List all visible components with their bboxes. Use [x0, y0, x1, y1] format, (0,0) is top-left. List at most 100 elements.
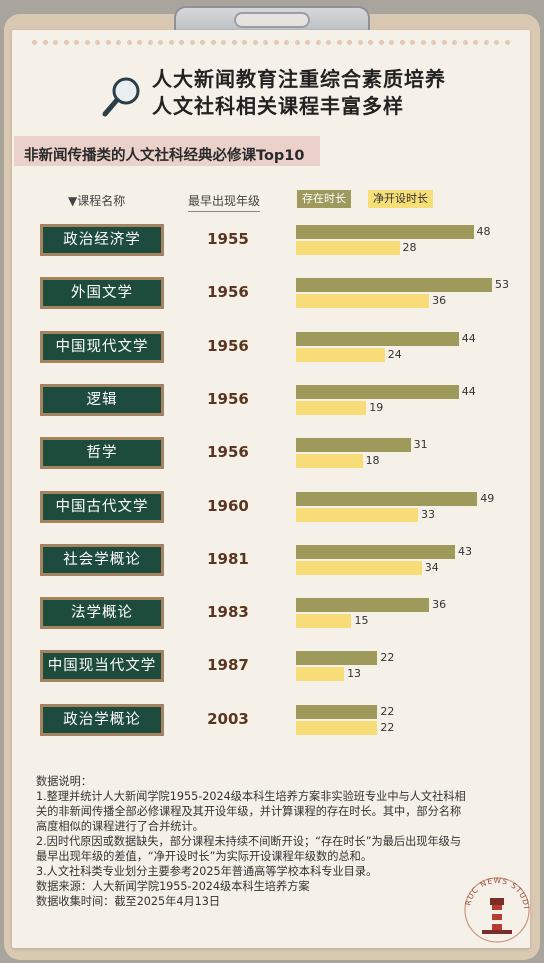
value-label-net: 28 — [402, 241, 417, 254]
course-label: 哲学 — [40, 437, 164, 470]
binding-dot — [221, 40, 226, 45]
value-label-net: 22 — [380, 720, 395, 734]
chart-row: 法学概论 1983 36 15 — [12, 597, 530, 647]
binding-dots — [32, 40, 510, 48]
course-label: 中国古代文学 — [40, 490, 164, 523]
bar-exist-duration — [296, 438, 411, 453]
magnifier-icon — [102, 77, 140, 117]
binding-dot — [252, 40, 258, 45]
bar-net-duration — [296, 667, 345, 682]
value-label-net: 13 — [347, 667, 362, 681]
value-label-exist: 22 — [380, 704, 395, 718]
first-year-label: 1987 — [207, 656, 249, 675]
binding-dot — [63, 40, 69, 45]
first-year-label: 1956 — [207, 283, 249, 302]
bar-net-duration — [296, 241, 400, 255]
subtitle-bar — [14, 136, 320, 166]
bar-net-duration — [296, 454, 363, 469]
binding-dot — [105, 40, 111, 45]
chart-row: 政治学概论 2003 22 22 — [12, 703, 530, 754]
binding-dot — [84, 40, 90, 45]
note-1: 1.整理并统计人大新闻学院1955-2024级本科生培养方案非实验班专业中与人文… — [36, 790, 466, 833]
bar-exist-duration — [296, 384, 459, 399]
bar-net-duration — [296, 720, 378, 735]
course-label: 中国现代文学 — [40, 330, 164, 363]
value-label-exist: 44 — [461, 331, 476, 345]
binding-dot — [483, 40, 489, 45]
bar-exist-duration — [296, 491, 478, 506]
binding-dot — [431, 40, 436, 45]
notes-heading: 数据说明： — [36, 775, 92, 788]
binding-dot — [441, 40, 447, 45]
data-notes: 数据说明： 1.整理并统计人大新闻学院1955-2024级本科生培养方案非实验班… — [36, 774, 466, 909]
binding-dot — [294, 40, 300, 45]
binding-dot — [242, 40, 247, 45]
course-label: 中国现当代文学 — [40, 650, 164, 683]
binding-dot — [399, 40, 405, 45]
binding-dot — [95, 40, 100, 45]
binding-dot — [357, 40, 363, 45]
chart-row: 政治经济学 1955 48 28 — [12, 224, 530, 274]
first-year-label: 1956 — [207, 336, 249, 355]
collection-time: 数据收集时间：截至2025年4月13日 — [36, 895, 221, 908]
value-label-net: 19 — [369, 400, 384, 414]
first-year-label: 1956 — [207, 389, 249, 408]
binding-dot — [42, 40, 48, 45]
bar-net-duration — [296, 507, 419, 522]
bar-exist-duration — [296, 544, 456, 559]
year-column-header: 最早出现年级 — [188, 192, 261, 212]
binding-dot — [158, 40, 163, 45]
binding-dot — [147, 40, 153, 45]
bar-exist-duration — [296, 278, 492, 293]
binding-dot — [378, 40, 384, 45]
first-year-label: 1981 — [207, 549, 249, 568]
course-label: 政治经济学 — [40, 224, 164, 256]
value-label-net: 36 — [432, 294, 447, 308]
page-title: 人大新闻教育注重综合素质培养 人文社科相关课程丰富多样 — [152, 67, 446, 118]
binding-dot — [126, 40, 132, 45]
binding-dot — [347, 40, 352, 45]
legend-exist-duration: 存在时长 — [297, 190, 351, 208]
binding-dot — [473, 40, 478, 45]
binding-dot — [504, 40, 510, 45]
bar-net-duration — [296, 347, 385, 362]
data-source: 数据来源：人大新闻学院1955-2024级本科生培养方案 — [36, 880, 310, 893]
legend-net-duration: 净开设时长 — [368, 190, 433, 208]
chart-row: 社会学概论 1981 43 34 — [12, 543, 530, 594]
first-year-label: 1956 — [207, 443, 249, 462]
value-label-net: 18 — [365, 454, 380, 468]
chart-row: 中国古代文学 1960 49 33 — [12, 490, 530, 541]
binding-dot — [179, 40, 184, 45]
binding-dot — [389, 40, 394, 45]
binding-dot — [168, 40, 174, 45]
bar-net-duration — [296, 294, 430, 309]
first-year-label: 1960 — [207, 496, 249, 515]
clip-hole — [234, 12, 310, 28]
binding-dot — [410, 40, 415, 45]
course-label: 外国文学 — [40, 277, 164, 310]
chart-row: 逻辑 1956 44 19 — [12, 383, 530, 434]
course-label: 政治学概论 — [40, 703, 164, 736]
bar-exist-duration — [296, 651, 378, 666]
chart-subtitle: 非新闻传播类的人文社科经典必修课Top10 — [24, 148, 305, 164]
chart-row: 中国现当代文学 1987 22 13 — [12, 650, 530, 700]
binding-dot — [368, 40, 373, 45]
value-label-exist: 36 — [432, 598, 447, 612]
bar-net-duration — [296, 400, 367, 415]
value-label-exist: 53 — [495, 278, 509, 292]
binding-dot — [305, 40, 310, 45]
binding-dot — [53, 40, 58, 45]
bar-exist-duration — [296, 225, 474, 239]
first-year-label: 1955 — [207, 230, 249, 248]
binding-dot — [231, 40, 237, 45]
bar-exist-duration — [296, 331, 459, 346]
chart-row: 外国文学 1956 53 36 — [12, 277, 530, 327]
course-label: 逻辑 — [40, 383, 164, 416]
binding-dot — [32, 40, 37, 45]
bar-net-duration — [296, 614, 352, 629]
value-label-net: 34 — [424, 560, 439, 574]
binding-dot — [74, 40, 79, 45]
note-3: 3.人文社科类专业划分主要参考2025年普通高等学校本科专业目录。 — [36, 865, 378, 878]
value-label-exist: 31 — [413, 438, 428, 452]
value-label-net: 33 — [421, 507, 436, 521]
